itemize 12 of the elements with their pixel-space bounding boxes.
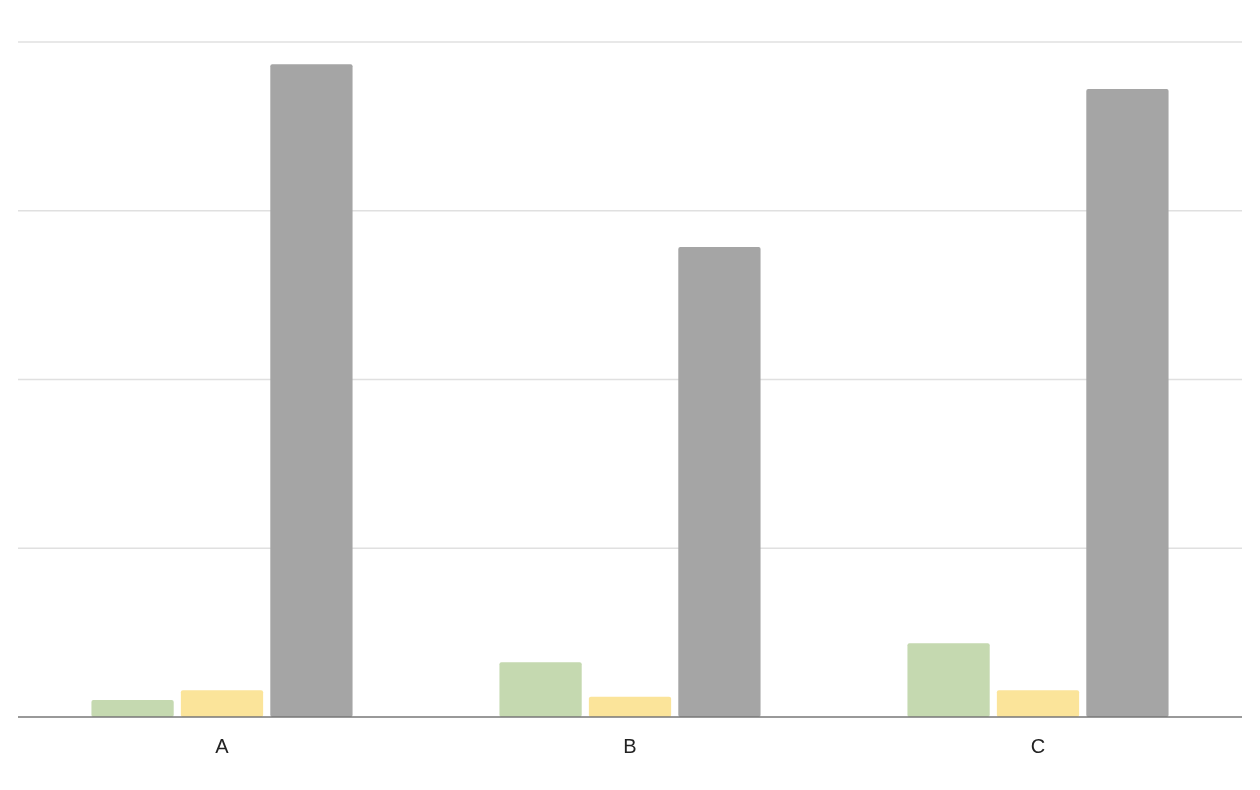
bar xyxy=(678,247,761,717)
bar xyxy=(1086,89,1169,717)
x-tick-label: A xyxy=(215,735,230,757)
x-tick-label: C xyxy=(1030,735,1046,757)
bar xyxy=(588,696,672,717)
bar xyxy=(907,643,990,717)
x-tick-label: B xyxy=(623,735,637,757)
bar xyxy=(180,690,264,717)
bar xyxy=(270,64,353,717)
bar xyxy=(996,690,1080,717)
bar xyxy=(91,700,174,717)
bar xyxy=(499,662,582,717)
